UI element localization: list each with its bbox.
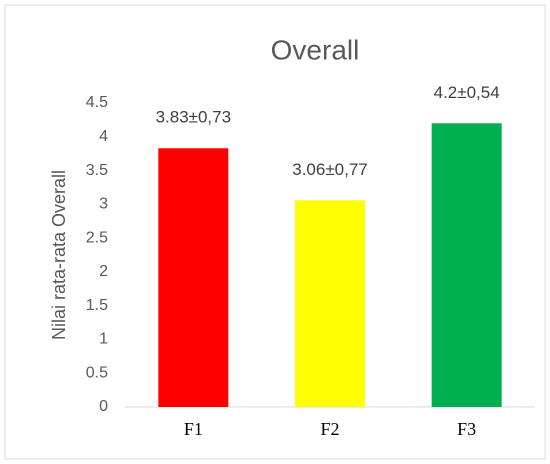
y-tick-label: 1.5: [86, 297, 108, 314]
y-tick-label: 1: [99, 331, 108, 348]
y-tick-label: 2: [99, 263, 108, 280]
y-tick-label: 0.5: [86, 364, 108, 381]
y-tick-label: 3: [99, 196, 108, 213]
y-tick-label: 0: [99, 398, 108, 415]
x-tick-label: F3: [457, 419, 476, 439]
x-tick-label: F2: [320, 419, 339, 439]
data-label: 4.2±0,54: [434, 83, 500, 102]
x-tick-label: F1: [184, 419, 203, 439]
data-label: 3.83±0,73: [156, 108, 232, 127]
bar: [158, 148, 229, 408]
data-label: 3.06±0,77: [292, 160, 368, 179]
y-tick-label: 2.5: [86, 229, 108, 246]
y-axis-label: Nilai rata-rata Overall: [49, 170, 69, 340]
y-tick-label: 3.5: [86, 162, 108, 179]
bar: [431, 123, 502, 408]
y-tick-label: 4: [99, 128, 108, 145]
y-tick-label: 4.5: [86, 94, 108, 111]
chart-title: Overall: [271, 34, 360, 65]
bar: [295, 200, 365, 407]
